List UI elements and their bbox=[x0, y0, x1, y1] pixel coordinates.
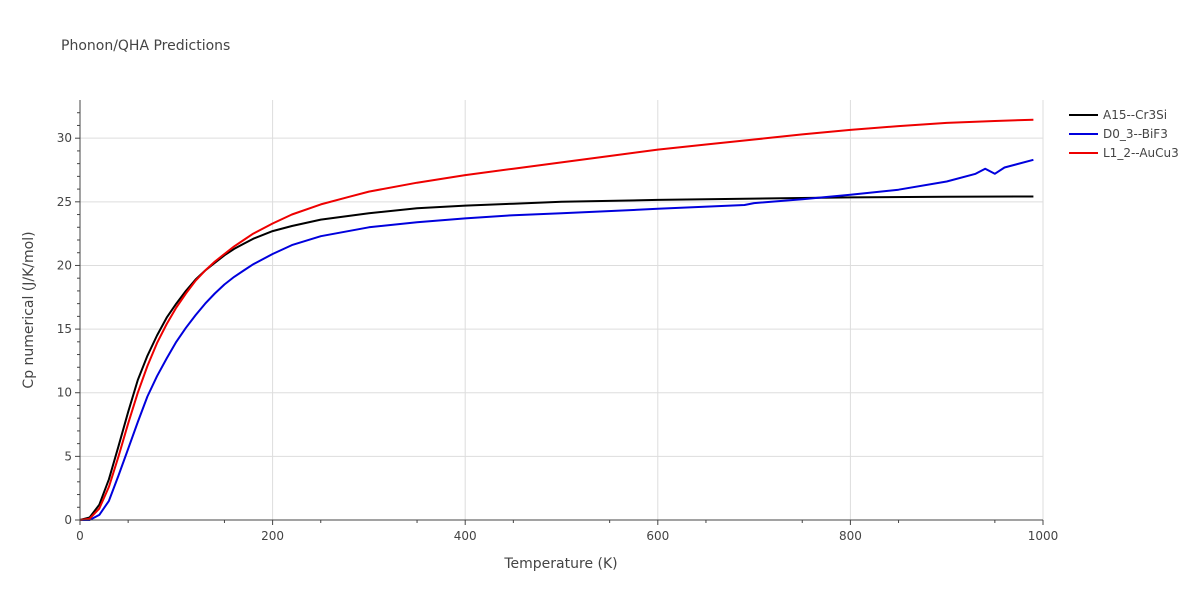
x-tick-label: 400 bbox=[454, 529, 477, 543]
legend: A15--Cr3Si D0_3--BiF3 L1_2--AuCu3 bbox=[1069, 108, 1179, 160]
y-tick-label: 15 bbox=[57, 322, 72, 336]
y-axis-title: Cp numerical (J/K/mol) bbox=[21, 231, 37, 388]
series-line-2 bbox=[80, 158, 1034, 521]
legend-label: A15--Cr3Si bbox=[1103, 108, 1167, 122]
y-tick-label: 5 bbox=[64, 449, 72, 463]
x-tick-label: 0 bbox=[76, 529, 84, 543]
y-tick-label: 20 bbox=[57, 258, 72, 272]
tick-labels: 0 200 400 600 800 1000 0 5 10 15 20 25 30 bbox=[57, 112, 1059, 543]
plot-area bbox=[79, 118, 1034, 521]
x-axis-title: Temperature (K) bbox=[503, 556, 617, 572]
y-tick-label: 30 bbox=[57, 131, 72, 145]
x-tick-label: 600 bbox=[646, 529, 669, 543]
chart-title: Phonon/QHA Predictions bbox=[61, 38, 230, 54]
series-line-3 bbox=[79, 118, 1034, 521]
legend-label: L1_2--AuCu3 bbox=[1103, 146, 1179, 160]
x-tick-label: 1000 bbox=[1028, 529, 1059, 543]
legend-label: D0_3--BiF3 bbox=[1103, 127, 1168, 141]
y-tick-label: 0 bbox=[64, 513, 72, 527]
grid bbox=[80, 100, 1044, 520]
y-tick-label: 10 bbox=[57, 386, 72, 400]
x-tick-label: 800 bbox=[839, 529, 862, 543]
axes bbox=[79, 100, 1043, 521]
y-tick-label: 25 bbox=[57, 195, 72, 209]
x-tick-label: 200 bbox=[261, 529, 284, 543]
series-line-1 bbox=[79, 195, 1034, 521]
